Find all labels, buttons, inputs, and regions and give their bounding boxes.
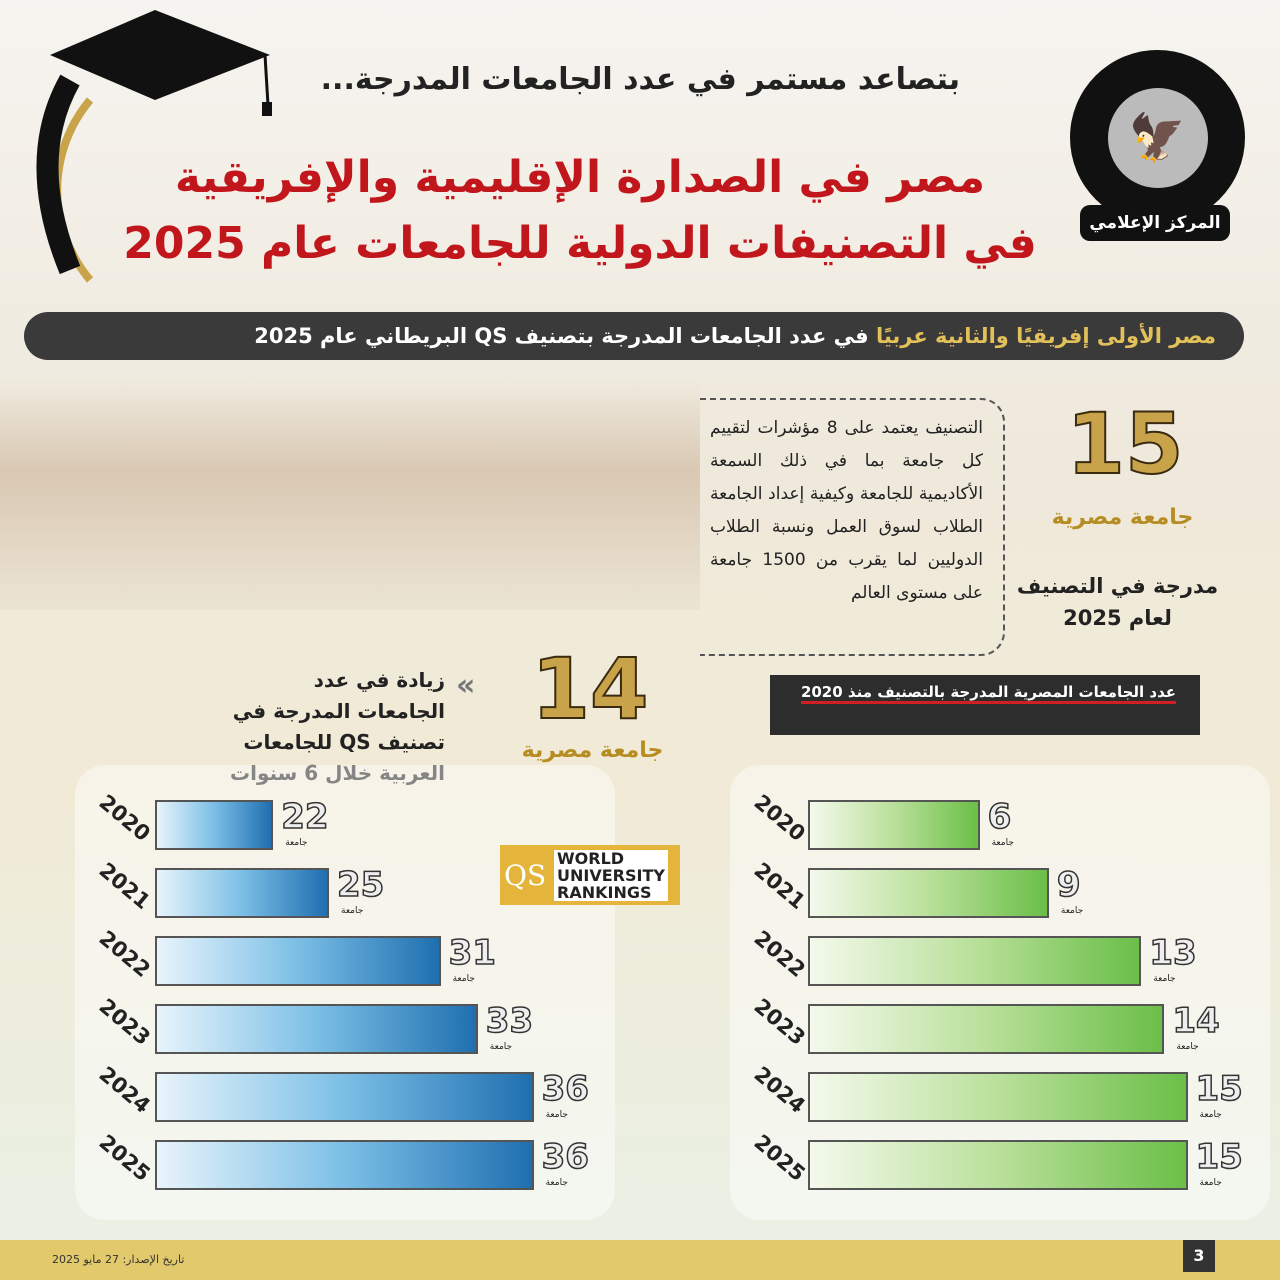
qs-world-university-rankings-logo: QS WORLD UNIVERSITY RANKINGS xyxy=(500,845,680,905)
issue-date: تاريخ الإصدار: 27 مايو 2025 xyxy=(52,1253,185,1266)
green-unit-label: جامعة xyxy=(1199,1110,1222,1120)
headline-banner: مصر الأولى إفريقيًا والثانية عربيًا في ع… xyxy=(24,312,1244,360)
stat-15-desc-2: لعام 2025 xyxy=(1063,606,1172,630)
page-number: 3 xyxy=(1183,1240,1215,1272)
green-chart-title: عدد الجامعات المصرية المدرجة بالتصنيف من… xyxy=(770,675,1200,735)
qs-line2: UNIVERSITY xyxy=(557,865,665,885)
green-bar xyxy=(808,868,1049,918)
blue-unit-label: جامعة xyxy=(545,1110,568,1120)
chevron-left-icon: « xyxy=(456,668,476,703)
title-line-2: في التصنيفات الدولية للجامعات عام 2025 xyxy=(123,218,1037,269)
blue-unit-label: جامعة xyxy=(341,906,364,916)
blue-bar xyxy=(155,1072,534,1122)
green-bar xyxy=(808,936,1142,986)
blue-value-label: 31 xyxy=(448,932,497,974)
qs-line1: WORLD xyxy=(557,848,625,868)
stat-14-note: زيادة في عدد الجامعات المدرجة في تصنيف Q… xyxy=(230,668,445,785)
green-value-label: 15 xyxy=(1195,1068,1244,1110)
green-bar xyxy=(808,1072,1188,1122)
qs-line3: RANKINGS xyxy=(557,882,652,902)
blue-unit-label: جامعة xyxy=(285,838,308,848)
graduation-cap-icon xyxy=(36,10,272,283)
stat-15-desc-1: مدرجة في التصنيف xyxy=(1016,574,1219,598)
title-line-1: مصر في الصدارة الإقليمية والإفريقية xyxy=(174,152,986,203)
green-value-label: 9 xyxy=(1056,864,1081,906)
stat-15-number: 15 xyxy=(1066,394,1185,494)
green-unit-label: جامعة xyxy=(1199,1178,1222,1188)
green-unit-label: جامعة xyxy=(1060,906,1084,916)
blue-bar xyxy=(155,936,441,986)
stat-15-label: جامعة مصرية xyxy=(1051,505,1194,530)
green-value-label: 13 xyxy=(1149,932,1198,974)
banner-highlight: مصر الأولى إفريقيًا والثانية عربيًا xyxy=(875,324,1216,348)
blue-value-label: 22 xyxy=(280,796,329,838)
green-value-label: 14 xyxy=(1172,1000,1221,1042)
stat-14-label: جامعة مصرية xyxy=(521,738,664,763)
blue-bar xyxy=(155,1004,478,1054)
blue-value-label: 36 xyxy=(541,1068,590,1110)
blue-value-label: 36 xyxy=(541,1136,590,1178)
blue-unit-label: جامعة xyxy=(452,974,475,984)
green-bar xyxy=(808,1004,1165,1054)
green-bar xyxy=(808,1140,1188,1190)
green-value-label: 6 xyxy=(987,796,1012,838)
blue-bar xyxy=(155,800,274,850)
logo-ribbon: المركز الإعلامي xyxy=(1080,205,1230,241)
stat-14-number: 14 xyxy=(531,639,650,739)
blue-bar xyxy=(155,868,329,918)
green-value-label: 15 xyxy=(1195,1136,1244,1178)
footer-bar xyxy=(0,1240,1280,1280)
media-center-logo: 🦅 xyxy=(1070,50,1245,225)
qs-mark: QS xyxy=(504,858,547,892)
eagle-emblem-icon: 🦅 xyxy=(1107,87,1208,188)
page-title: مصر في الصدارة الإقليمية والإفريقية في ا… xyxy=(100,145,1060,277)
blue-unit-label: جامعة xyxy=(489,1042,513,1052)
blue-value-label: 33 xyxy=(485,1000,534,1042)
blue-unit-label: جامعة xyxy=(545,1178,568,1188)
green-bar xyxy=(808,800,980,850)
blue-bar xyxy=(155,1140,534,1190)
university-photo-background xyxy=(0,380,700,610)
green-unit-label: جامعة xyxy=(1153,974,1176,984)
green-chart-title-text: عدد الجامعات المصرية المدرجة بالتصنيف من… xyxy=(800,683,1176,704)
green-unit-label: جامعة xyxy=(991,838,1014,848)
green-unit-label: جامعة xyxy=(1176,1042,1199,1052)
info-box: التصنيف يعتمد على 8 مؤشرات لتقييم كل جام… xyxy=(700,398,1005,656)
blue-value-label: 25 xyxy=(336,864,385,906)
banner-text: في عدد الجامعات المدرجة بتصنيف QS البريط… xyxy=(254,324,876,348)
subtitle: بتصاعد مستمر في عدد الجامعات المدرجة... xyxy=(320,62,960,97)
